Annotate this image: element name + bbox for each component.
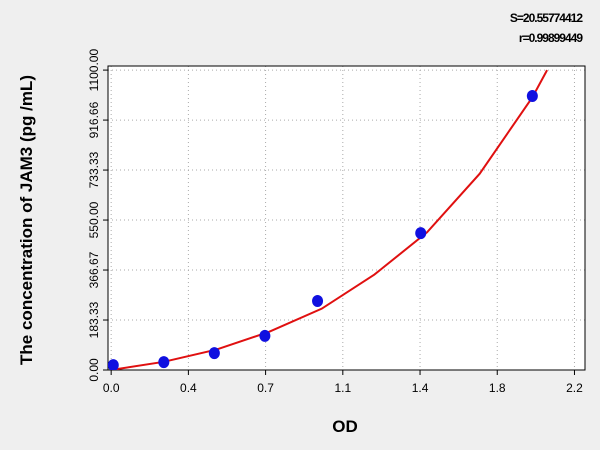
y-tick-label: 0.00 bbox=[87, 358, 101, 382]
data-point bbox=[312, 295, 324, 308]
x-axis-label: OD bbox=[332, 417, 358, 436]
x-tick-label: 0.4 bbox=[180, 381, 197, 395]
x-tick-label: 0.7 bbox=[257, 381, 274, 395]
data-point bbox=[526, 89, 538, 102]
y-tick-label: 550.00 bbox=[87, 201, 101, 238]
x-tick-label: 1.8 bbox=[489, 381, 506, 395]
data-point bbox=[208, 347, 220, 360]
y-tick-label: 366.67 bbox=[87, 251, 101, 288]
data-point bbox=[259, 329, 271, 342]
y-tick-label: 1100.00 bbox=[87, 49, 101, 92]
y-tick-label: 183.33 bbox=[87, 301, 101, 338]
data-point bbox=[158, 356, 170, 369]
data-point bbox=[415, 227, 427, 240]
annotation: r=0.99899449 bbox=[519, 31, 583, 45]
y-axis-label: The concentration of JAM3 (pg /mL) bbox=[17, 75, 36, 365]
x-tick-label: 1.4 bbox=[412, 381, 429, 395]
plot-frame bbox=[107, 65, 586, 371]
y-tick-label: 733.33 bbox=[87, 151, 101, 188]
x-tick-label: 2.2 bbox=[566, 381, 583, 395]
x-tick-label: 1.1 bbox=[334, 381, 351, 395]
fit-curve bbox=[111, 69, 548, 370]
plot-layer bbox=[108, 69, 548, 370]
data-point bbox=[108, 359, 119, 370]
annotation: S=20.55774412 bbox=[510, 11, 583, 25]
y-tick-label: 916.66 bbox=[87, 101, 101, 138]
x-tick-label: 0.0 bbox=[103, 381, 120, 395]
plot-area bbox=[108, 66, 585, 370]
